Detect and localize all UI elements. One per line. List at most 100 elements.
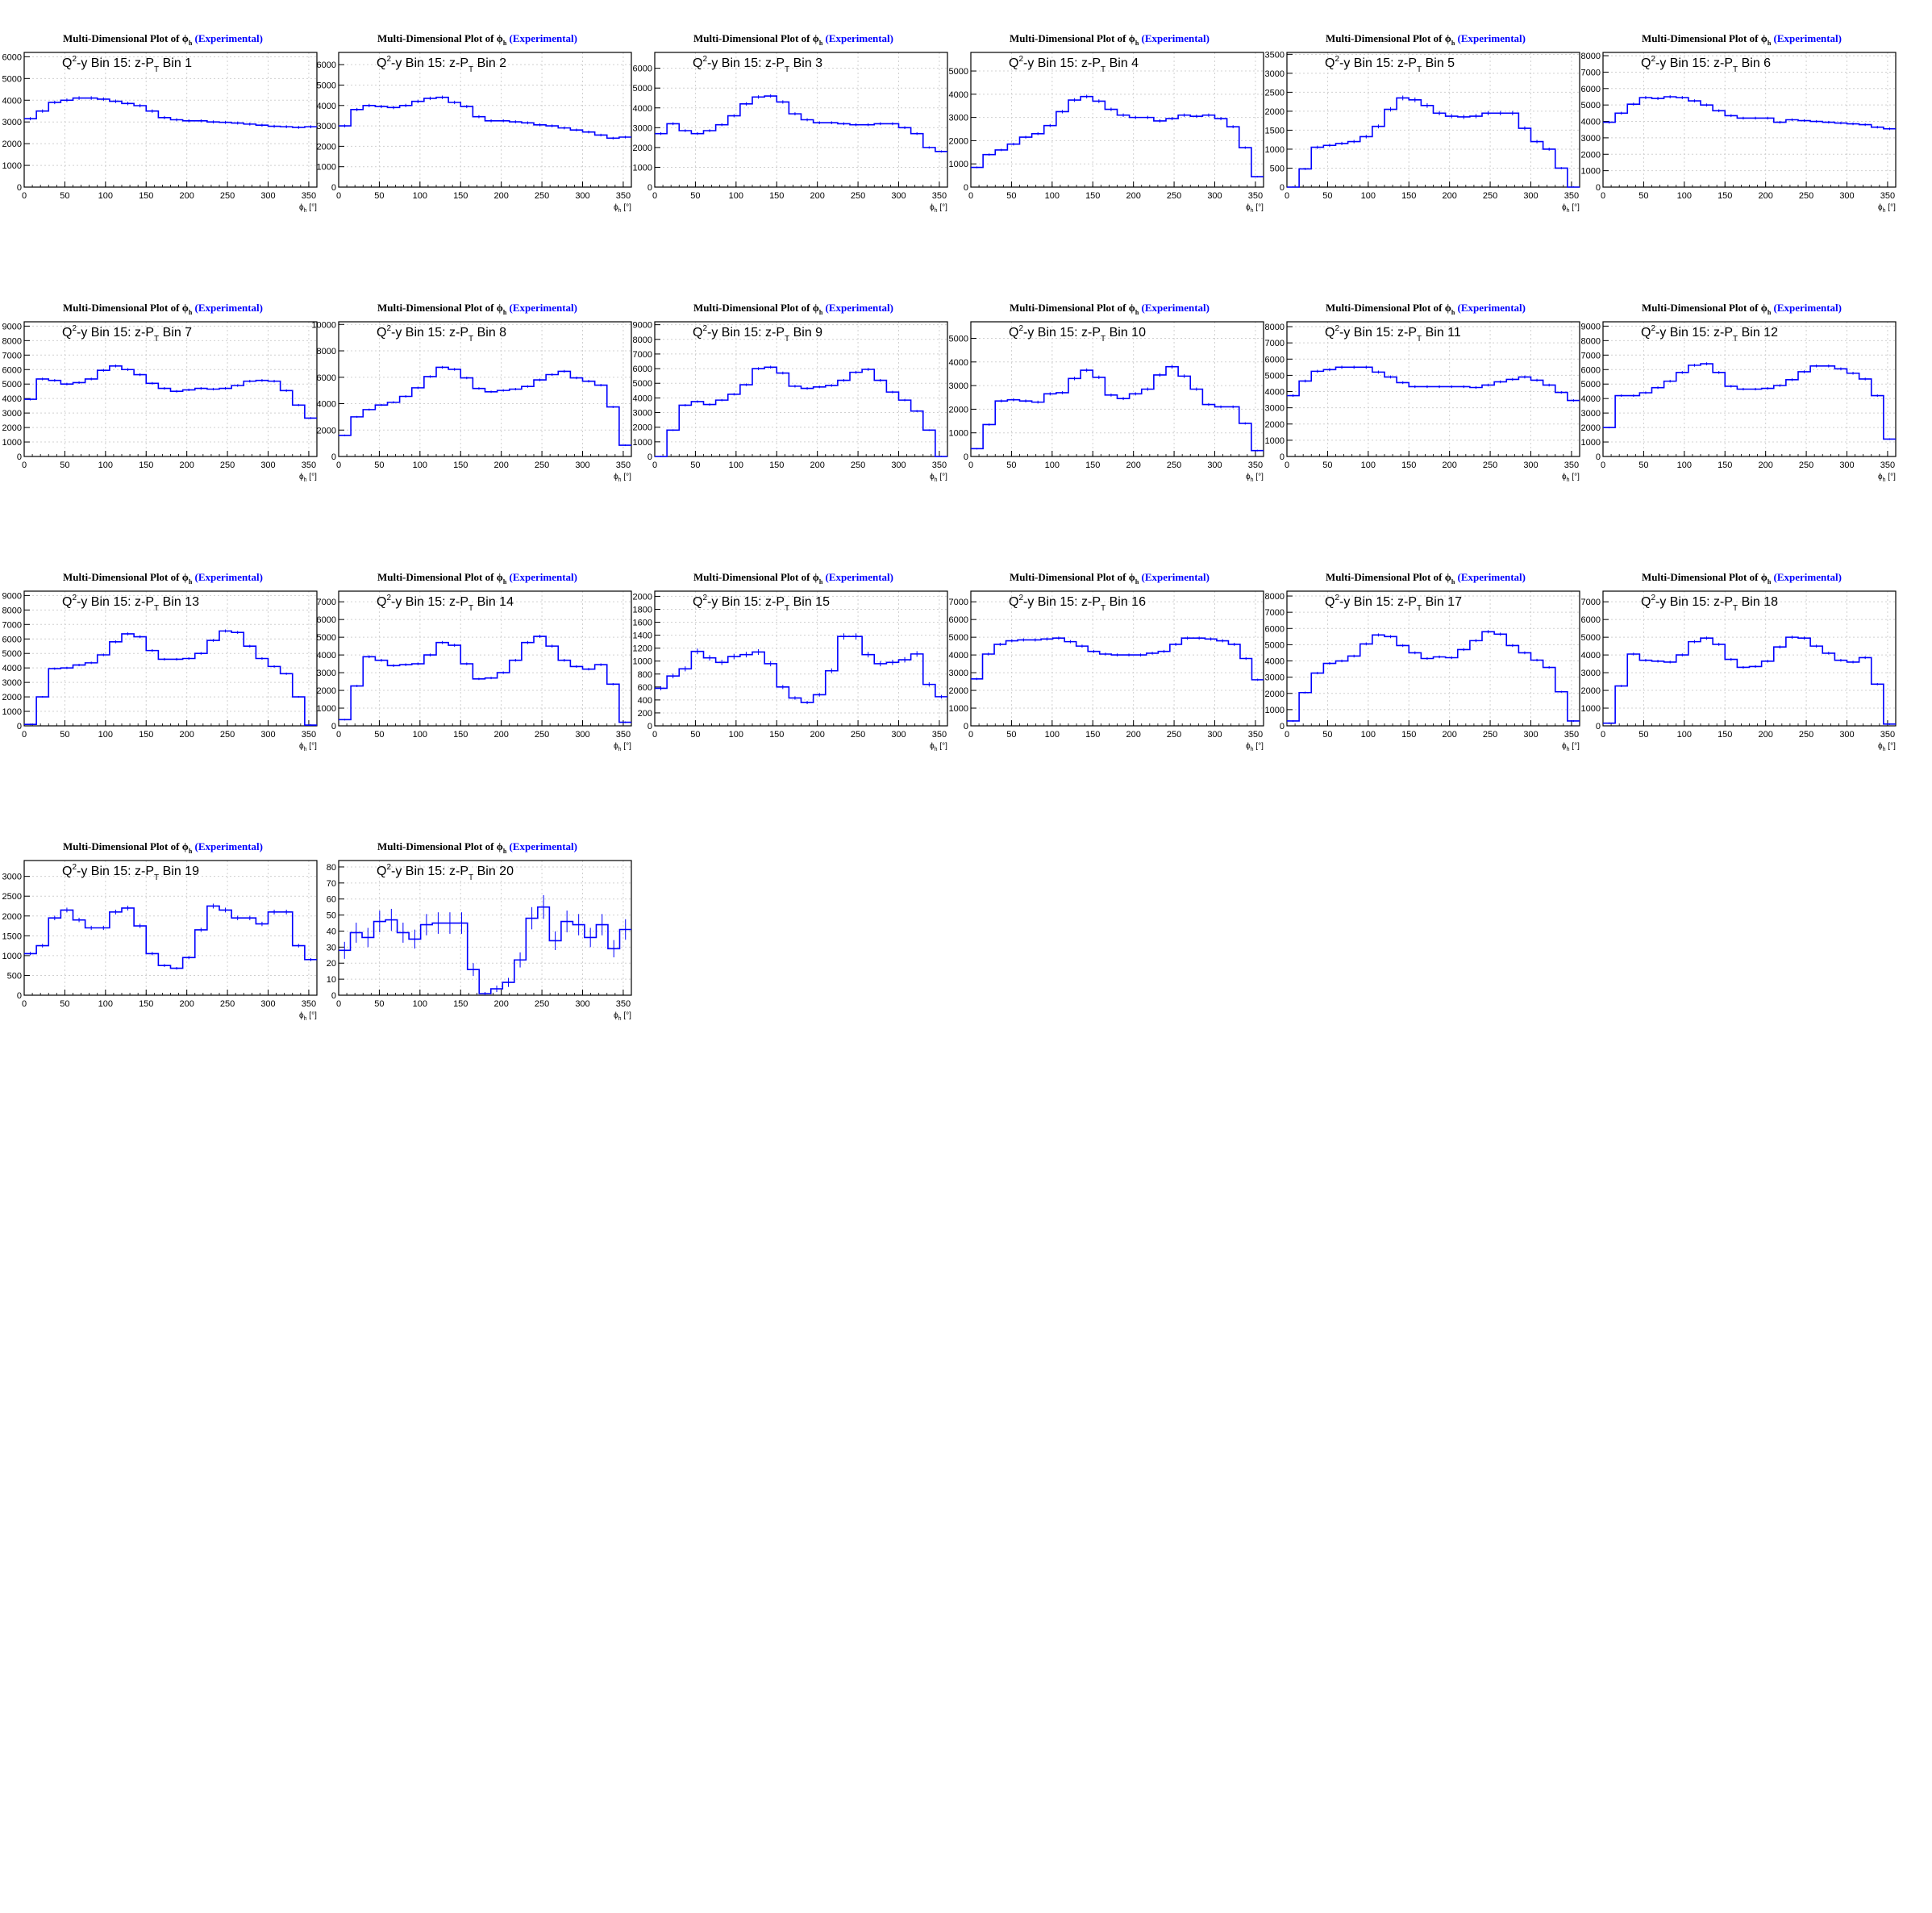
x-tick-label: 0 [968, 730, 973, 740]
histogram-panel-bin-11: Multi-Dimensional Plot of ϕh (Experiment… [1265, 302, 1580, 483]
x-tick-label: 350 [932, 461, 947, 470]
x-tick-label: 150 [1401, 730, 1416, 740]
x-tick-label: 50 [1322, 730, 1332, 740]
x-tick-label: 250 [1799, 730, 1813, 740]
y-tick-label: 1500 [1265, 126, 1285, 135]
histogram-panel-bin-20: Multi-Dimensional Plot of ϕh (Experiment… [327, 840, 632, 1022]
x-tick-label: 100 [413, 730, 427, 740]
y-tick-label: 5000 [1581, 380, 1601, 390]
y-tick-label: 1800 [633, 605, 652, 615]
x-tick-label: 300 [891, 730, 906, 740]
y-tick-label: 10 [327, 975, 336, 985]
x-tick-label: 200 [810, 191, 824, 201]
y-tick-label: 2000 [317, 426, 336, 436]
x-tick-label: 0 [652, 461, 657, 470]
x-tick-label: 350 [1564, 730, 1579, 740]
x-tick-label: 50 [60, 191, 69, 201]
bin-label: Q2-y Bin 15: z-PT Bin 12 [1641, 324, 1778, 344]
y-tick-label: 2000 [317, 142, 336, 152]
y-tick-label: 0 [1596, 722, 1601, 731]
y-tick-label: 2000 [1265, 107, 1285, 117]
y-tick-label: 6000 [2, 635, 22, 644]
x-tick-label: 50 [1322, 191, 1332, 201]
x-tick-label: 200 [1442, 730, 1456, 740]
histogram-panel-bin-10: Multi-Dimensional Plot of ϕh (Experiment… [949, 302, 1264, 483]
y-tick-label: 2000 [1265, 690, 1285, 699]
x-tick-label: 300 [1207, 191, 1222, 201]
x-tick-label: 0 [22, 191, 27, 201]
y-tick-label: 1000 [317, 704, 336, 714]
y-tick-label: 4000 [317, 651, 336, 661]
x-tick-label: 300 [1839, 191, 1854, 201]
x-tick-label: 350 [1880, 461, 1895, 470]
y-tick-label: 2500 [2, 892, 22, 902]
bin-label: Q2-y Bin 15: z-PT Bin 8 [377, 324, 506, 344]
y-tick-label: 20 [327, 959, 336, 969]
y-tick-label: 5000 [2, 649, 22, 659]
y-tick-label: 8000 [317, 347, 336, 356]
x-tick-label: 250 [1483, 730, 1497, 740]
x-axis-label: ϕh [°] [930, 203, 947, 214]
histogram-line [24, 97, 317, 128]
x-tick-label: 300 [1523, 461, 1538, 470]
y-tick-label: 7000 [2, 351, 22, 361]
y-tick-label: 1000 [317, 163, 336, 173]
y-tick-label: 8000 [1581, 336, 1601, 346]
panel-title: Multi-Dimensional Plot of ϕh (Experiment… [1326, 302, 1526, 316]
x-tick-label: 50 [1006, 730, 1016, 740]
y-tick-label: 4000 [1265, 388, 1285, 398]
y-tick-label: 2000 [949, 405, 968, 415]
x-tick-label: 300 [260, 730, 275, 740]
y-tick-label: 3000 [949, 381, 968, 391]
y-tick-label: 2000 [1265, 420, 1285, 430]
y-tick-label: 4000 [949, 90, 968, 100]
x-tick-label: 350 [1248, 730, 1263, 740]
x-tick-label: 0 [1285, 730, 1289, 740]
x-tick-label: 50 [1322, 461, 1332, 470]
x-tick-label: 100 [1677, 461, 1692, 470]
bin-label: Q2-y Bin 15: z-PT Bin 5 [1325, 55, 1455, 74]
x-tick-label: 100 [729, 730, 743, 740]
y-tick-label: 7000 [1581, 68, 1601, 77]
y-tick-label: 2000 [2, 912, 22, 922]
y-tick-label: 600 [638, 683, 652, 693]
x-tick-label: 300 [1207, 730, 1222, 740]
x-tick-label: 0 [336, 191, 341, 201]
x-tick-label: 50 [374, 191, 384, 201]
x-tick-label: 100 [1045, 730, 1060, 740]
y-tick-label: 3500 [1265, 50, 1285, 60]
histogram-panel-bin-13: Multi-Dimensional Plot of ϕh (Experiment… [2, 571, 318, 752]
x-tick-label: 300 [575, 461, 589, 470]
y-tick-label: 3000 [2, 118, 22, 127]
y-tick-label: 50 [327, 911, 336, 921]
y-tick-label: 6000 [1581, 85, 1601, 94]
x-axis-label: ϕh [°] [1562, 203, 1580, 214]
y-tick-label: 5000 [317, 81, 336, 90]
panel-title: Multi-Dimensional Plot of ϕh (Experiment… [693, 571, 893, 586]
y-tick-label: 2000 [317, 686, 336, 696]
x-tick-label: 100 [98, 461, 113, 470]
x-axis-label: ϕh [°] [1246, 203, 1264, 214]
y-tick-label: 6000 [1581, 365, 1601, 375]
x-tick-label: 50 [60, 461, 69, 470]
y-tick-label: 4000 [1581, 118, 1601, 127]
y-tick-label: 0 [647, 722, 652, 731]
panel-title: Multi-Dimensional Plot of ϕh (Experiment… [63, 571, 263, 586]
y-tick-label: 6000 [633, 65, 652, 74]
y-tick-label: 2000 [949, 136, 968, 146]
histogram-line [1603, 636, 1896, 725]
x-tick-label: 200 [1126, 461, 1140, 470]
x-tick-label: 200 [493, 191, 508, 201]
y-tick-label: 2000 [633, 592, 652, 602]
y-tick-label: 0 [647, 183, 652, 193]
histogram-line [339, 906, 631, 994]
x-tick-label: 200 [1126, 730, 1140, 740]
x-tick-label: 250 [220, 461, 235, 470]
x-tick-label: 150 [453, 191, 468, 201]
y-tick-label: 1000 [633, 438, 652, 448]
y-tick-label: 3000 [2, 409, 22, 419]
x-tick-label: 200 [1126, 191, 1140, 201]
y-tick-label: 0 [331, 452, 336, 462]
y-tick-label: 0 [964, 722, 968, 731]
x-tick-label: 100 [1045, 191, 1060, 201]
